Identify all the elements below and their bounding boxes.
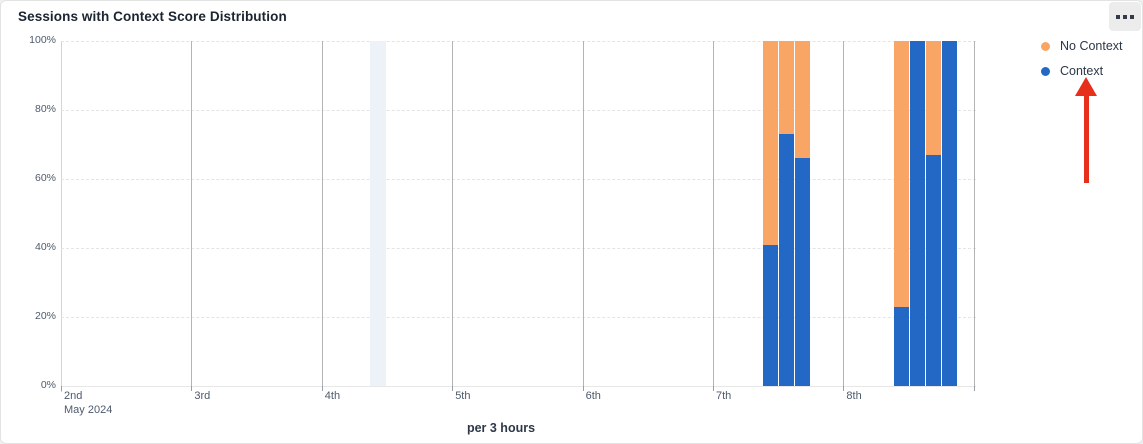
y-axis-tick-label: 20% bbox=[34, 310, 56, 322]
y-axis-tick-label: 40% bbox=[34, 241, 56, 253]
x-axis-tick-label: 8th bbox=[846, 390, 862, 402]
gridline-horizontal bbox=[61, 41, 976, 42]
grid-handle-icon[interactable] bbox=[1109, 2, 1141, 31]
x-axis-tick bbox=[452, 386, 454, 391]
x-axis-tick bbox=[321, 386, 323, 391]
bar-segment-context[interactable] bbox=[894, 306, 910, 386]
legend-label: Context bbox=[1060, 64, 1104, 78]
chart-title: Sessions with Context Score Distribution bbox=[18, 9, 287, 24]
gridline-horizontal bbox=[61, 179, 976, 180]
bar-segment-no-context[interactable] bbox=[762, 41, 778, 245]
gridline-horizontal bbox=[61, 110, 976, 111]
hover-highlight-band bbox=[369, 41, 386, 386]
legend-label: No Context bbox=[1060, 39, 1123, 53]
x-axis-tick bbox=[973, 386, 975, 391]
x-axis-tick bbox=[713, 386, 714, 391]
gridline-day bbox=[843, 41, 845, 386]
gridline-horizontal bbox=[61, 317, 976, 318]
gridline-horizontal bbox=[61, 248, 976, 249]
gridline-day bbox=[582, 41, 584, 386]
y-axis-tick-label: 100% bbox=[29, 34, 56, 46]
y-axis-line bbox=[61, 41, 62, 392]
x-axis-tick-label: 6th bbox=[585, 390, 601, 402]
x-axis-tick bbox=[61, 386, 62, 391]
bar-segment-context[interactable] bbox=[762, 244, 778, 386]
x-axis-tick-label: 2nd May 2024 bbox=[64, 390, 113, 416]
bar-segment-context[interactable] bbox=[795, 158, 810, 386]
legend-color-dot bbox=[1041, 66, 1050, 76]
stacked-bar[interactable] bbox=[795, 41, 810, 386]
legend-color-dot bbox=[1041, 41, 1050, 51]
x-axis-tick bbox=[191, 386, 193, 391]
red-arrow-annotation bbox=[1075, 77, 1097, 183]
x-axis-tick-label: 5th bbox=[455, 390, 471, 402]
chart-legend: No Context Context bbox=[1041, 39, 1123, 89]
stacked-bar[interactable] bbox=[941, 41, 957, 386]
bar-segment-context[interactable] bbox=[926, 154, 942, 386]
gridline-day bbox=[191, 41, 193, 386]
card-header: Sessions with Context Score Distribution bbox=[18, 9, 1102, 24]
x-axis-line bbox=[61, 386, 976, 387]
x-axis-tick-label: 7th bbox=[716, 390, 732, 402]
x-axis-title: per 3 hours bbox=[466, 421, 536, 435]
bar-segment-no-context[interactable] bbox=[894, 41, 910, 307]
bar-segment-context[interactable] bbox=[941, 41, 957, 386]
bar-segment-no-context[interactable] bbox=[926, 41, 942, 155]
x-axis-tick-label: 4th bbox=[324, 390, 341, 402]
stacked-bar[interactable] bbox=[779, 41, 794, 386]
y-axis-tick-label: 60% bbox=[34, 172, 56, 184]
gridline-day bbox=[321, 41, 323, 386]
y-axis-tick-label: 0% bbox=[40, 379, 56, 391]
bar-segment-context[interactable] bbox=[779, 134, 794, 386]
bar-segment-context[interactable] bbox=[910, 41, 926, 386]
stacked-bar[interactable] bbox=[926, 41, 942, 386]
x-axis-start-sublabel: May 2024 bbox=[64, 404, 113, 416]
gridline-day bbox=[973, 41, 975, 386]
bar-segment-no-context[interactable] bbox=[795, 41, 810, 159]
y-axis-tick-label: 80% bbox=[34, 103, 56, 115]
x-axis-tick bbox=[843, 386, 845, 391]
bar-segment-no-context[interactable] bbox=[779, 41, 794, 135]
arrow-head bbox=[1075, 77, 1097, 96]
x-axis-tick bbox=[582, 386, 584, 391]
x-axis-tick-label: 3rd bbox=[194, 390, 211, 402]
chart-area: 100% 80% 60% 40% 20% 0% 2nd May 2024 3rd 4th 5th 6t… bbox=[1, 1, 1001, 421]
plot-region bbox=[61, 41, 976, 391]
stacked-bar[interactable] bbox=[894, 41, 910, 386]
gridline-day bbox=[452, 41, 454, 386]
stacked-bar[interactable] bbox=[762, 41, 778, 386]
stacked-bar[interactable] bbox=[910, 41, 926, 386]
gridline-day bbox=[713, 41, 714, 386]
legend-item-no-context[interactable]: No Context bbox=[1041, 39, 1123, 53]
legend-item-context[interactable]: Context bbox=[1041, 64, 1123, 78]
arrow-shaft bbox=[1083, 95, 1089, 183]
